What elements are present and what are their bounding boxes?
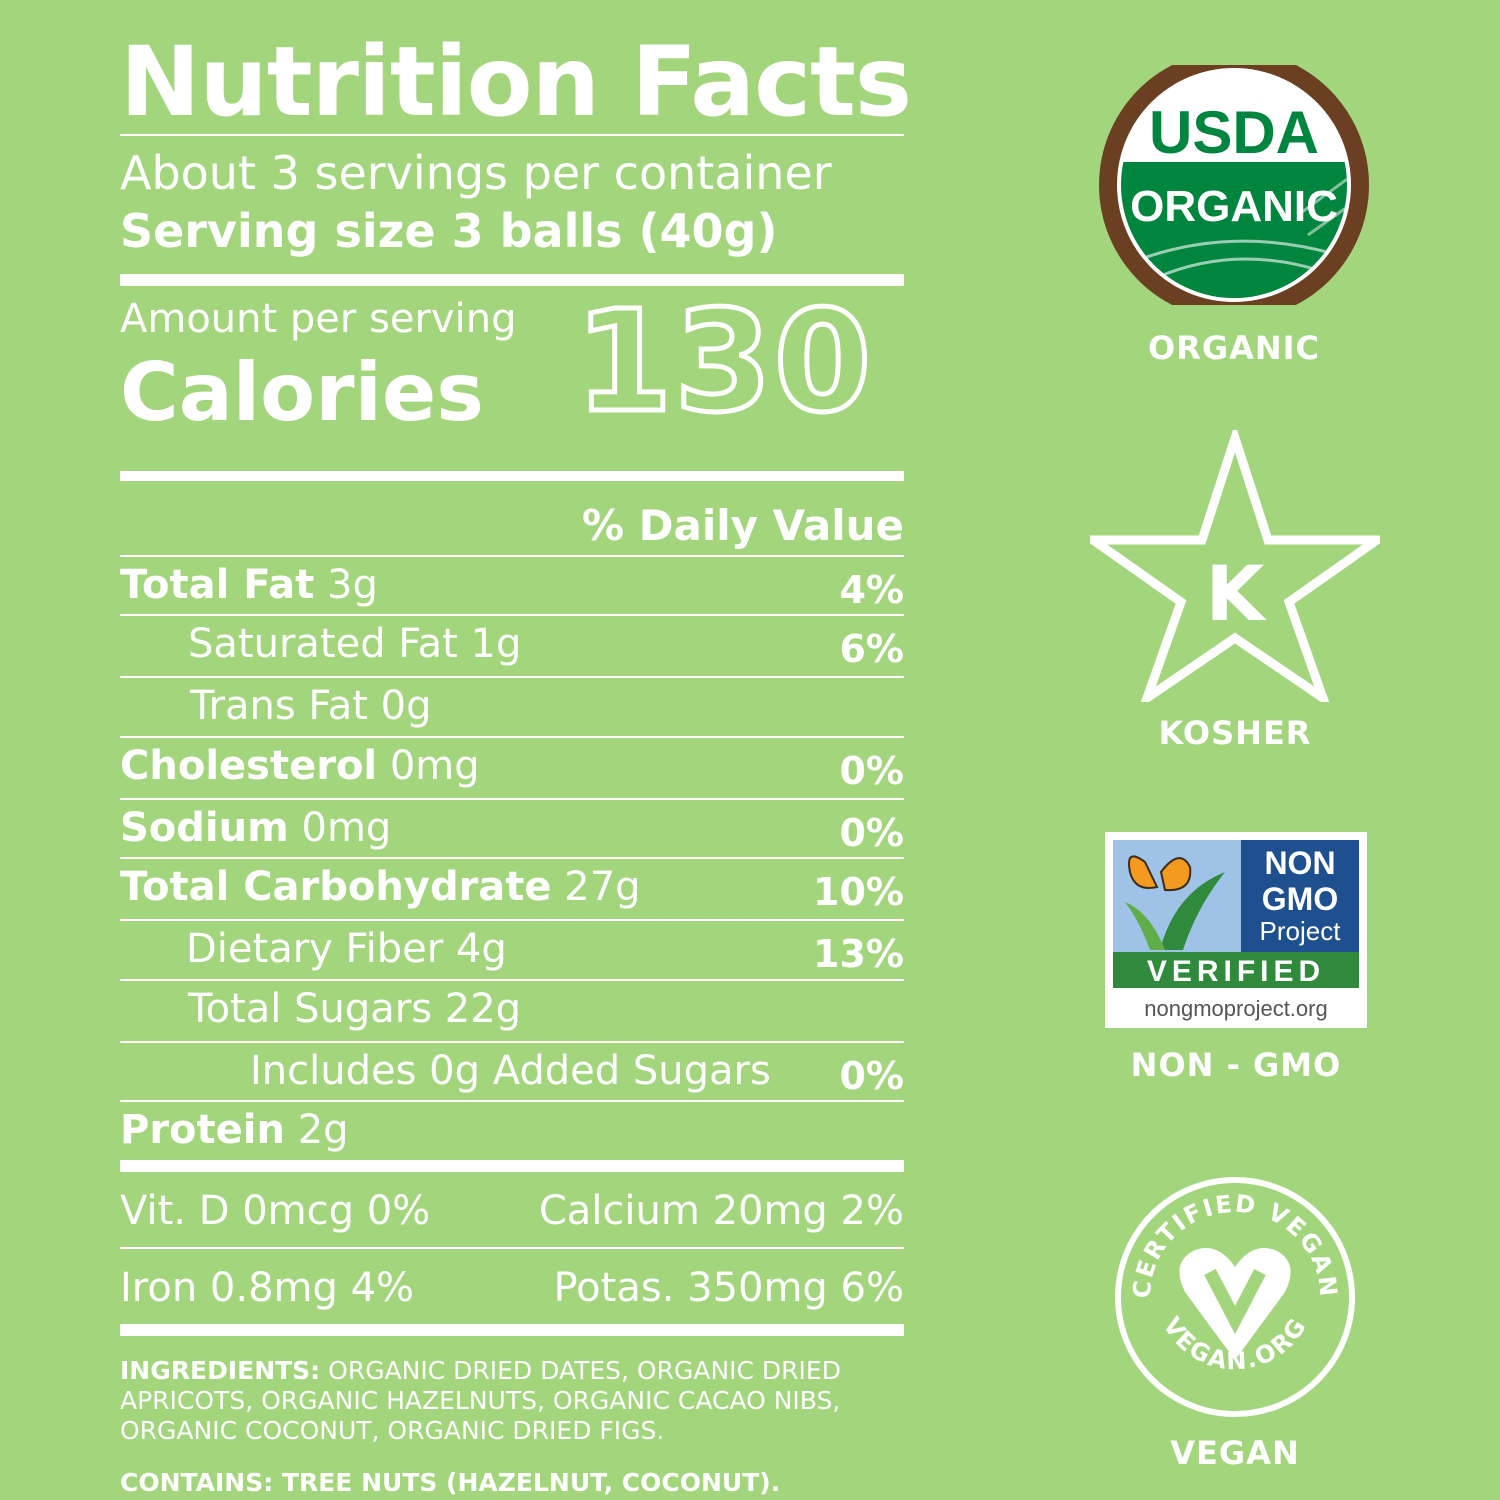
servings-per-container: About 3 servings per container: [120, 146, 832, 200]
cert-label-organic: ORGANIC: [1147, 329, 1321, 367]
nongmo-url-text: nongmoproject.org: [1144, 996, 1327, 1021]
vitamin-row: Iron 0.8mg 4% Potas. 350mg 6%: [120, 1249, 904, 1324]
nutrient-name: Total Sugars: [188, 986, 433, 1032]
calcium: Calcium 20mg 2%: [538, 1188, 904, 1234]
nutrient-name: Trans Fat: [190, 683, 368, 729]
serving-size: Serving size 3 balls (40g): [120, 204, 778, 258]
nutrient-row: Trans Fat 0g: [120, 676, 904, 736]
nutrient-amount: 3g: [327, 562, 378, 608]
divider-thick: [120, 274, 904, 286]
nutrient-amount: 0g: [380, 683, 432, 729]
nutrient-daily-value: 13%: [813, 932, 904, 976]
nutrient-label: Total Fat 3g: [120, 560, 378, 610]
nutrient-row: Sodium 0mg 0%: [120, 798, 904, 857]
cert-label-nongmo: NON - GMO: [1130, 1046, 1342, 1084]
nutrient-daily-value: 6%: [839, 627, 904, 671]
nutrient-daily-value: 0%: [839, 1054, 904, 1098]
potassium: Potas. 350mg 6%: [553, 1265, 904, 1311]
nutrient-row: Total Sugars 22g: [120, 979, 904, 1041]
cert-vegan: CERTIFIED VEGAN VEGAN.ORG VEGAN: [1110, 1172, 1360, 1472]
nutrient-name: Sodium: [120, 805, 289, 851]
nutrient-label: Sodium 0mg: [120, 803, 391, 853]
usda-text: USDA: [1149, 99, 1319, 166]
nongmo-project-text: Project: [1260, 916, 1342, 946]
usda-organic-seal-icon: USDA ORGANIC: [1099, 50, 1369, 320]
nongmo-verified-icon: NON GMO Project VERIFIED nongmoproject.o…: [1105, 832, 1367, 1028]
nutrient-name: Dietary Fiber: [186, 926, 444, 972]
ingredients-line: APRICOTS, ORGANIC HAZELNUTS, ORGANIC CAC…: [120, 1386, 841, 1415]
nutrient-daily-value: 4%: [839, 568, 904, 612]
cert-organic: USDA ORGANIC ORGANIC: [1098, 50, 1370, 367]
nutrition-title: Nutrition Facts: [120, 26, 912, 138]
ingredients: INGREDIENTS: ORGANIC DRIED DATES, ORGANI…: [120, 1356, 904, 1446]
nutrient-row: Total Fat 3g 4%: [120, 555, 904, 614]
nutrient-amount: 22g: [444, 986, 522, 1032]
nutrient-label: Protein 2g: [120, 1105, 349, 1155]
ingredients-line: ORGANIC DRIED DATES, ORGANIC DRIED: [328, 1356, 841, 1385]
certified-vegan-icon: CERTIFIED VEGAN VEGAN.ORG: [1115, 1177, 1355, 1417]
nutrient-row: Saturated Fat 1g 6%: [120, 614, 904, 676]
calories-value: 130: [572, 279, 874, 447]
kosher-star-icon: K: [1078, 423, 1392, 710]
nutrient-name: Saturated Fat: [188, 621, 458, 667]
nongmo-non-text: NON: [1264, 845, 1335, 881]
nutrient-daily-value: 0%: [839, 811, 904, 855]
nutrient-label: Dietary Fiber 4g: [186, 924, 507, 974]
nutrient-amount: 2g: [297, 1107, 349, 1153]
nutrient-label: Total Carbohydrate 27g: [120, 862, 641, 912]
nutrient-amount: 1g: [470, 621, 522, 667]
nutrient-row: Total Carbohydrate 27g 10%: [120, 857, 904, 919]
divider: [120, 1247, 904, 1249]
divider-thick: [120, 1160, 904, 1172]
iron: Iron 0.8mg 4%: [120, 1265, 415, 1311]
allergen-statement: CONTAINS: TREE NUTS (HAZELNUT, COCONUT).: [120, 1468, 781, 1497]
nongmo-verified-text: VERIFIED: [1147, 955, 1325, 988]
nutrient-row: Cholesterol 0mg 0%: [120, 736, 904, 798]
nutrient-label: Saturated Fat 1g: [188, 619, 521, 669]
nutrient-name: Cholesterol: [120, 743, 378, 789]
cert-kosher: K KOSHER: [1078, 423, 1392, 752]
nutrient-table: Total Fat 3g 4% Saturated Fat 1g 6% Trans Fa…: [120, 555, 904, 1160]
nutrient-row: Includes 0g Added Sugars 0%: [120, 1041, 904, 1100]
nutrient-amount: 27g: [564, 864, 641, 910]
cert-label-kosher: KOSHER: [1158, 714, 1312, 752]
nutrient-name: Protein: [120, 1107, 285, 1153]
amount-per-serving: Amount per serving: [120, 296, 517, 342]
calories-label: Calories: [120, 346, 484, 439]
divider: [120, 134, 904, 136]
nutrition-panel: Nutrition Facts About 3 servings per con…: [120, 26, 912, 1497]
nutrient-daily-value: 0%: [839, 749, 904, 793]
nutrient-name: Total Fat: [120, 562, 315, 608]
nutrient-name: Total Carbohydrate: [120, 864, 552, 910]
cert-nongmo: NON GMO Project VERIFIED nongmoproject.o…: [1105, 832, 1367, 1084]
nutrient-daily-value: 10%: [813, 870, 904, 914]
daily-value-header: % Daily Value: [581, 501, 904, 550]
nutrient-label: Includes 0g Added Sugars: [250, 1046, 771, 1096]
kosher-k-text: K: [1206, 549, 1268, 638]
ingredients-label: INGREDIENTS:: [120, 1356, 321, 1385]
nutrient-label: Total Sugars 22g: [188, 984, 521, 1034]
ingredients-line: ORGANIC COCONUT, ORGANIC DRIED FIGS.: [120, 1416, 665, 1445]
nutrient-row: Protein 2g: [120, 1100, 904, 1160]
divider-thick: [120, 471, 904, 481]
nutrient-amount: 0mg: [389, 743, 480, 789]
nutrient-label: Cholesterol 0mg: [120, 741, 480, 791]
nutrient-name: Includes 0g Added Sugars: [250, 1048, 771, 1094]
nongmo-gmo-text: GMO: [1262, 881, 1338, 917]
vitamin-row: Vit. D 0mcg 0% Calcium 20mg 2%: [120, 1172, 904, 1247]
nutrient-label: Trans Fat 0g: [190, 681, 432, 731]
divider-thick: [120, 1324, 904, 1336]
nutrient-amount: 0mg: [301, 805, 392, 851]
nutrient-amount: 4g: [455, 926, 507, 972]
vitamin-d: Vit. D 0mcg 0%: [120, 1188, 431, 1234]
calories-block: Amount per serving Calories 130: [120, 279, 904, 471]
nutrient-row: Dietary Fiber 4g 13%: [120, 919, 904, 979]
cert-label-vegan: VEGAN: [1170, 1434, 1300, 1472]
organic-band-text: ORGANIC: [1130, 182, 1338, 231]
